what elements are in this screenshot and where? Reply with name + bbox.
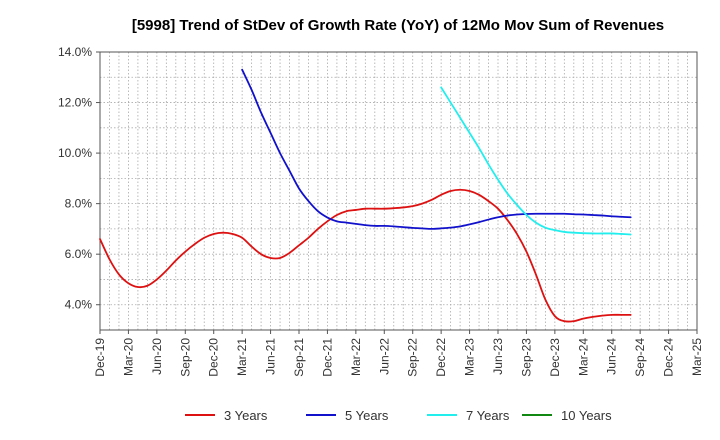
x-tick-label: Jun-20 — [150, 338, 164, 375]
legend-label-10-years: 10 Years — [561, 408, 612, 423]
x-tick-label: Mar-20 — [121, 338, 135, 376]
x-tick-label: Dec-20 — [207, 338, 221, 377]
x-tick-label: Dec-23 — [548, 338, 562, 377]
x-tick-label: Dec-19 — [93, 338, 107, 377]
x-tick-label: Jun-21 — [264, 338, 278, 375]
y-tick-label: 6.0% — [65, 247, 93, 261]
x-tick-label: Jun-23 — [491, 338, 505, 375]
y-tick-label: 8.0% — [65, 197, 93, 211]
series-line-5-years — [241, 68, 632, 230]
legend-label-3-years: 3 Years — [224, 408, 268, 423]
axes: 4.0% 6.0% 8.0% 10.0% 12.0% 14.0% Dec-19 Mar-20 J… — [58, 45, 704, 377]
legend-label-5-years: 5 Years — [345, 408, 389, 423]
x-tick-label: Mar-25 — [690, 338, 704, 376]
x-tick-label: Jun-24 — [605, 338, 619, 375]
x-tick-label: Sep-24 — [633, 338, 647, 377]
y-tick-label: 12.0% — [58, 96, 92, 110]
chart-title: [5998] Trend of StDev of Growth Rate (Yo… — [132, 17, 664, 34]
legend: 3 Years 5 Years 7 Years 10 Years — [185, 408, 612, 423]
x-tick-label: Mar-24 — [576, 338, 590, 376]
grid — [99, 51, 698, 331]
x-tick-label: Jun-22 — [377, 338, 391, 375]
plot-frame — [99, 51, 698, 331]
x-tick-label: Sep-23 — [519, 338, 533, 377]
legend-label-7-years: 7 Years — [466, 408, 510, 423]
x-tick-label: Sep-21 — [292, 338, 306, 377]
y-tick-label: 14.0% — [58, 45, 92, 59]
series-line-3-years — [99, 188, 632, 323]
x-tick-label: Sep-22 — [406, 338, 420, 377]
x-tick-label: Mar-21 — [235, 338, 249, 376]
y-tick-label: 10.0% — [58, 146, 92, 160]
x-tick-label: Sep-20 — [178, 338, 192, 377]
x-tick-label: Mar-23 — [463, 338, 477, 376]
x-tick-label: Mar-22 — [349, 338, 363, 376]
x-tick-label: Dec-24 — [662, 338, 676, 377]
series-lines — [99, 68, 632, 323]
y-tick-label: 4.0% — [65, 298, 93, 312]
series-line-7-years — [440, 86, 632, 236]
plot-area — [100, 52, 697, 330]
x-tick-label: Dec-22 — [434, 338, 448, 377]
x-tick-label: Dec-21 — [320, 338, 334, 377]
